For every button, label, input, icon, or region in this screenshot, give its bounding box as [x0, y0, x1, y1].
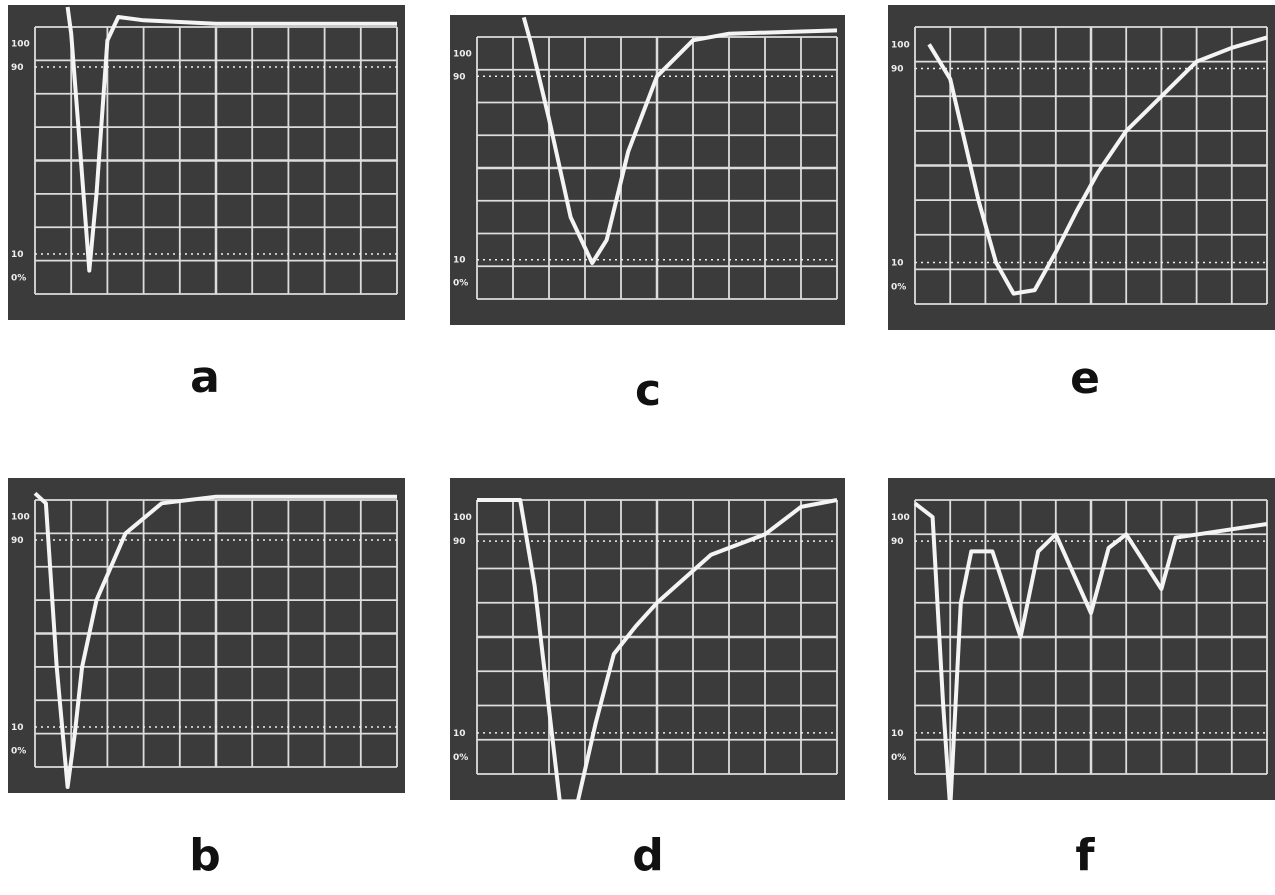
scale-label: 0%	[453, 279, 468, 289]
scope-panel: 100 90 10 0%	[450, 15, 845, 325]
scale-label: 0%	[11, 273, 26, 283]
trace	[913, 501, 1268, 800]
scope-screen	[450, 478, 845, 800]
trace	[33, 491, 397, 789]
panel-label: b	[189, 830, 221, 881]
scale-label: 10	[453, 729, 466, 739]
panel-label: a	[190, 352, 220, 403]
scale-label: 90	[11, 63, 24, 73]
scale-label: 90	[891, 537, 904, 547]
scale-label: 100	[453, 49, 472, 59]
panel-label: c	[635, 365, 661, 416]
scale-label: 10	[453, 256, 466, 266]
scale-label: 10	[11, 250, 24, 260]
panel-label: d	[632, 830, 664, 881]
scale-label: 10	[891, 258, 904, 268]
scope-panel: 100 90 10 0%	[450, 478, 845, 800]
scale-label: 0%	[453, 753, 468, 763]
trace	[65, 6, 397, 273]
scale-label: 0%	[11, 746, 26, 756]
scale-label: 10	[891, 729, 904, 739]
scale-label: 90	[453, 537, 466, 547]
panel-label: e	[1070, 353, 1100, 404]
scale-label: 10	[11, 723, 24, 733]
scale-label: 100	[11, 40, 30, 50]
scale-label: 100	[453, 513, 472, 523]
scope-panel: 100 90 10 0%	[888, 5, 1275, 330]
scale-label: 90	[11, 536, 24, 546]
scope-screen	[8, 5, 405, 320]
scale-label: 0%	[891, 283, 906, 293]
scale-label: 90	[453, 72, 466, 82]
scale-label: 90	[891, 65, 904, 75]
scope-panel: 100 90 10 0%	[8, 5, 405, 320]
scope-panel: 100 90 10 0%	[888, 478, 1275, 800]
scope-screen	[450, 15, 845, 325]
scope-screen	[8, 478, 405, 793]
trace	[477, 498, 838, 800]
scale-label: 0%	[891, 753, 906, 763]
scale-label: 100	[891, 513, 910, 523]
trace	[927, 35, 1268, 296]
scale-label: 100	[11, 513, 30, 523]
scope-panel: 100 90 10 0%	[8, 478, 405, 793]
trace	[521, 16, 838, 265]
panel-label: f	[1075, 830, 1095, 881]
scale-label: 100	[891, 40, 910, 50]
scope-screen	[888, 5, 1275, 330]
